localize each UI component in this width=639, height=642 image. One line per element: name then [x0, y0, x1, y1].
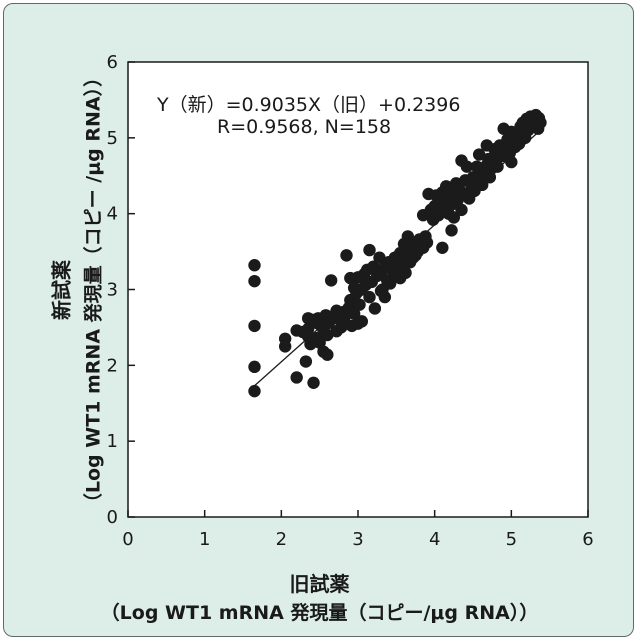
- data-point: [290, 371, 303, 384]
- data-point: [248, 360, 261, 374]
- data-point: [505, 155, 518, 169]
- data-point: [470, 160, 484, 173]
- data-point: [347, 307, 361, 320]
- y-tick-label: 1: [107, 431, 118, 452]
- data-point: [460, 160, 474, 173]
- data-point: [278, 340, 292, 353]
- data-point: [355, 315, 369, 328]
- data-point: [363, 290, 376, 304]
- data-point: [353, 298, 366, 311]
- data-point: [480, 139, 493, 152]
- correlation-stats: R=0.9568, N=158: [217, 116, 392, 138]
- y-tick-label: 3: [107, 280, 118, 301]
- y-tick-label: 4: [107, 204, 118, 225]
- y-tick-label: 6: [107, 52, 118, 73]
- data-point: [340, 249, 353, 262]
- data-point: [420, 236, 434, 249]
- y-tick-label: 5: [107, 128, 118, 149]
- data-point: [409, 249, 422, 262]
- x-tick-label: 5: [506, 529, 517, 550]
- x-tick-label: 1: [199, 529, 210, 550]
- data-point: [363, 243, 376, 257]
- data-point: [307, 376, 320, 389]
- data-points: [248, 108, 547, 398]
- axis-ticks: 0 1 2 3 4 5 6 0 1 2 3 4 5 6: [107, 52, 594, 550]
- data-point: [248, 274, 261, 288]
- data-point: [324, 274, 338, 287]
- data-point: [455, 203, 468, 217]
- data-point: [368, 302, 382, 315]
- y-tick-label: 2: [107, 355, 118, 376]
- data-point: [373, 251, 386, 264]
- data-point: [330, 304, 343, 317]
- data-point: [491, 160, 504, 173]
- data-point: [248, 319, 261, 333]
- data-point: [299, 355, 313, 368]
- y-tick-label: 0: [107, 507, 118, 528]
- data-point: [347, 281, 361, 295]
- data-point: [445, 224, 458, 237]
- data-point: [393, 271, 407, 285]
- x-tick-label: 2: [276, 529, 287, 550]
- data-point: [311, 312, 325, 325]
- data-point: [447, 211, 461, 224]
- data-point: [321, 348, 334, 361]
- data-point: [301, 312, 315, 325]
- regression-equation: Y（新）=0.9035X（旧）+0.2396: [157, 94, 461, 116]
- x-axis-label: 旧試薬: [289, 572, 350, 596]
- data-point: [248, 259, 261, 272]
- x-tick-label: 6: [582, 529, 593, 550]
- x-tick-label: 0: [122, 529, 133, 550]
- data-point: [436, 241, 449, 254]
- data-point: [472, 148, 486, 161]
- x-tick-label: 3: [352, 529, 363, 550]
- data-point: [248, 384, 261, 398]
- x-axis-unit-label: （Log WT1 mRNA 発現量（コピー/μg RNA））: [100, 602, 539, 624]
- data-point: [374, 284, 388, 298]
- x-tick-label: 4: [429, 529, 440, 550]
- data-point: [534, 116, 547, 129]
